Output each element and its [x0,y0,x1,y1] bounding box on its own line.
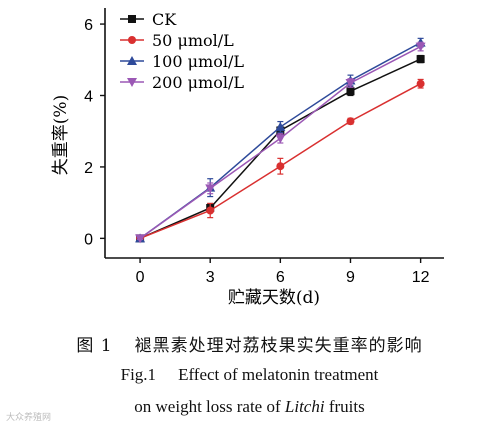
legend-marker [128,15,136,23]
tick-group: 0 3 6 9 12 0 2 4 6 [84,17,430,286]
data-point [346,87,355,96]
x-tick-label: 3 [206,269,215,286]
legend-label: 100 μmol/L [152,52,244,71]
caption-english-line2: on weight loss rate of Litchi fruits [0,397,499,417]
data-point [416,55,425,64]
legend-item: 200 μmol/L [120,73,244,92]
data-point [276,162,285,171]
weight-loss-chart: 0 3 6 9 12 0 2 4 6 CK 50 μmol/L 100 μmol/L 200 μmol… [51,8,444,308]
caption-en-text2-pre: on weight loss rate of [134,397,285,416]
caption-cn-label: 图 1 [76,336,113,356]
data-point [135,234,146,244]
x-tick-label: 0 [136,269,145,286]
caption-en-text2-post: fruits [324,397,365,416]
x-axis-label: 贮藏天数(d) [228,288,320,308]
caption-en-text1: Effect of melatonin treatment [178,365,379,384]
data-point [415,42,426,52]
y-axis-label: 失重率(%) [51,95,71,175]
caption-chinese: 图 1 褪黑素处理对荔枝果实失重率的影响 [0,331,499,356]
y-tick-label: 2 [84,160,93,177]
legend-label: 50 μmol/L [152,31,234,50]
data-point [345,79,356,88]
legend-item: CK [120,10,177,29]
y-tick-label: 0 [84,231,93,248]
data-point [346,117,355,126]
data-point [206,206,215,215]
legend-item: 100 μmol/L [120,52,244,71]
caption-english-line1: Fig.1 Effect of melatonin treatment [0,365,499,385]
watermark: 大众养殖网 [6,413,52,423]
data-point [275,134,286,144]
legend-label: CK [152,10,177,29]
caption-cn-text: 褪黑素处理对荔枝果实失重率的影响 [134,336,423,356]
axes [104,8,444,259]
series-group [135,37,426,244]
y-tick-label: 4 [84,89,93,106]
series-circle [136,78,425,243]
y-tick-label: 6 [84,17,93,34]
data-point [205,184,216,194]
caption-en-label: Fig.1 [120,365,157,384]
legend: CK 50 μmol/L 100 μmol/L 200 μmol/L [120,10,244,92]
caption-en-text2-italic: Litchi [284,397,325,416]
x-tick-label: 9 [346,269,355,286]
legend-marker [128,36,136,44]
data-point [416,79,425,88]
legend-marker [127,78,137,87]
legend-item: 50 μmol/L [120,31,234,50]
series-triangle-down [135,41,426,244]
legend-marker [127,56,137,65]
legend-label: 200 μmol/L [152,73,244,92]
x-tick-label: 12 [412,269,430,286]
data-point [275,121,286,131]
x-tick-label: 6 [276,269,285,286]
